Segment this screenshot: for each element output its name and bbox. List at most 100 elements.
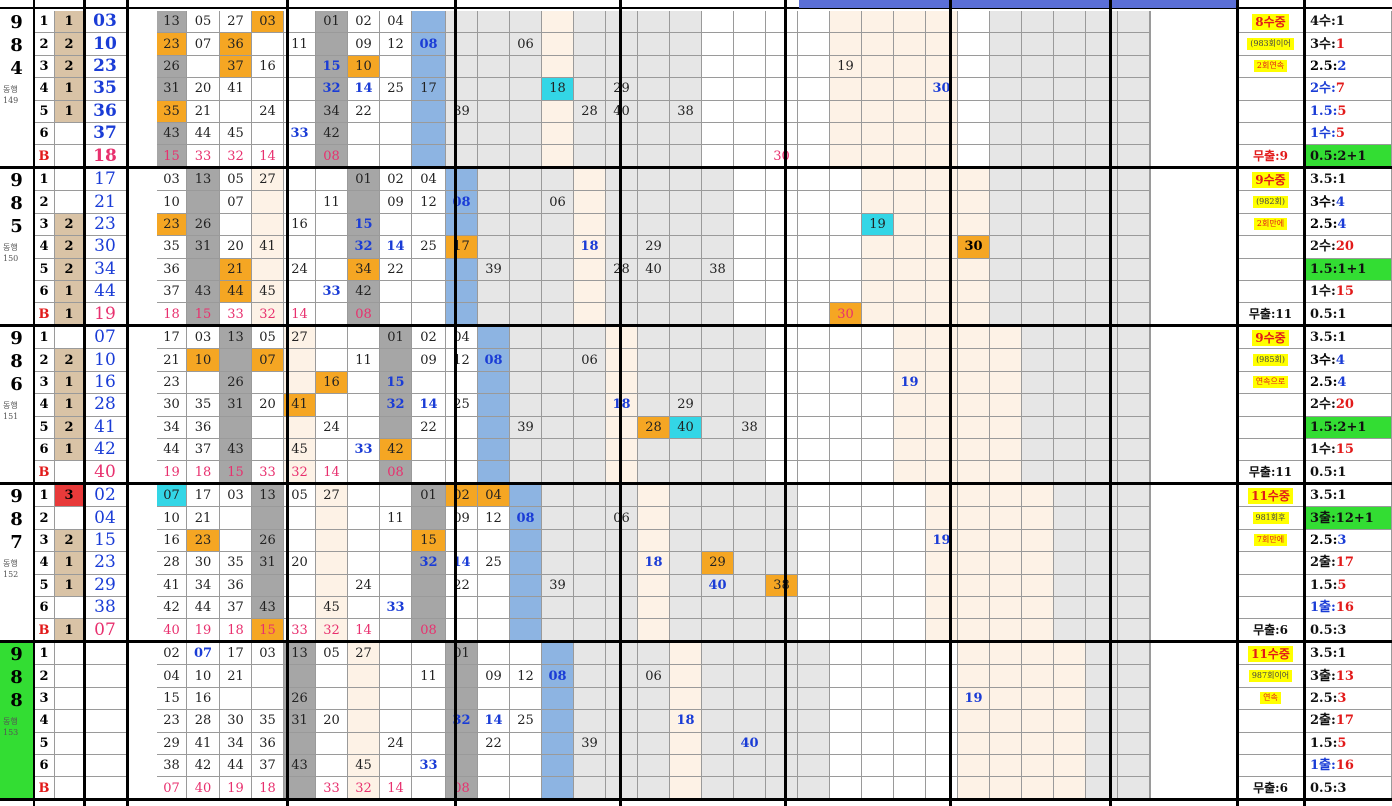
grid-cell <box>380 145 412 168</box>
number-cell: 12 <box>446 349 478 372</box>
grid-cell <box>348 597 380 620</box>
grid-cell <box>1118 643 1150 666</box>
number-cell: 32 <box>412 552 446 575</box>
grid-cell <box>830 529 862 553</box>
note-cell: 무출:11 <box>1238 461 1304 484</box>
winning-number: 29 <box>84 574 127 597</box>
grid-cell <box>1054 191 1086 214</box>
grid-cell <box>702 78 734 101</box>
grid-cell <box>1022 371 1054 395</box>
grid-cell <box>574 213 606 237</box>
number-cell: 43 <box>252 597 284 620</box>
number-cell: 17 <box>187 485 220 508</box>
grid-cell <box>958 552 990 575</box>
column-divider <box>1236 0 1239 806</box>
grid-cell <box>1022 191 1054 214</box>
winning-number: 19 <box>84 303 127 326</box>
grid-cell <box>734 349 766 372</box>
grid-cell <box>766 191 798 214</box>
grid-cell <box>510 258 542 281</box>
grid-cell <box>220 507 252 530</box>
stat-value: 16 <box>1335 758 1354 774</box>
grid-cell <box>798 732 830 755</box>
column-divider <box>1303 0 1306 806</box>
stat-cell: 2출: 17 <box>1306 552 1392 575</box>
grid-cell <box>1022 281 1054 304</box>
grid-cell <box>734 619 766 642</box>
grid-cell <box>958 100 990 123</box>
grid-cell <box>990 303 1022 326</box>
grid-cell <box>606 461 638 484</box>
grid-cell <box>1118 281 1150 304</box>
grid-cell <box>1150 191 1151 214</box>
grid-cell <box>574 281 606 304</box>
number-cell: 23 <box>157 710 187 733</box>
number-cell: 29 <box>702 552 734 575</box>
grid-cell <box>990 123 1022 146</box>
grid-cell <box>1118 33 1150 56</box>
grid-cell <box>670 732 702 755</box>
number-cell: 24 <box>316 416 348 439</box>
number-cell: 36 <box>220 574 252 597</box>
number-cell: 23 <box>157 33 187 56</box>
grid-cell <box>1150 169 1151 192</box>
number-cell: 33 <box>187 145 220 168</box>
winning-number: 21 <box>84 191 127 214</box>
grid-cell <box>734 123 766 146</box>
grid-cell <box>1022 643 1054 666</box>
grid-cell <box>766 597 798 620</box>
winning-number: 28 <box>84 394 127 417</box>
grid-cell <box>1086 281 1118 304</box>
grid-cell <box>862 327 894 350</box>
grid-cell <box>766 665 798 688</box>
grid-cell <box>316 327 348 350</box>
grid-cell <box>926 191 958 214</box>
note-cell: 9수중 <box>1238 327 1304 350</box>
grid-cell <box>574 55 606 79</box>
stat-cell: 3수: 4 <box>1306 191 1392 214</box>
grid-cell <box>1022 394 1054 417</box>
grid-cell <box>702 11 734 34</box>
stat-label: 2.5: <box>1310 216 1338 232</box>
grid-cell <box>830 123 862 146</box>
grid-cell <box>1022 687 1054 711</box>
grid-cell <box>1150 145 1151 168</box>
winning-number: 41 <box>84 416 127 439</box>
grid-cell <box>990 191 1022 214</box>
number-cell: 40 <box>670 416 702 439</box>
grid-cell <box>1118 394 1150 417</box>
grid-cell <box>478 78 510 101</box>
note-cell: 11수중 <box>1238 485 1304 508</box>
grid-cell <box>478 145 510 168</box>
grid-cell <box>702 416 734 439</box>
grid-cell <box>606 665 638 688</box>
grid-cell <box>798 710 830 733</box>
grid-cell <box>446 755 478 778</box>
grid-cell <box>830 439 862 462</box>
number-cell: 23 <box>187 529 220 553</box>
grid-cell <box>1086 303 1118 326</box>
grid-cell <box>926 258 958 281</box>
grid-cell <box>1150 394 1151 417</box>
grid-cell <box>446 732 478 755</box>
grid-cell <box>958 145 990 168</box>
grid-cell <box>894 777 926 800</box>
stat-label: 2.5: <box>1310 690 1338 706</box>
grid-cell <box>734 439 766 462</box>
grid-cell <box>380 687 412 711</box>
grid-cell <box>1150 574 1151 597</box>
grid-cell <box>958 439 990 462</box>
number-cell: 25 <box>446 394 478 417</box>
grid-cell <box>1022 145 1054 168</box>
grid-cell <box>1054 55 1086 79</box>
grid-cell <box>798 643 830 666</box>
draw-number-label: 9 8 8 동행 153 <box>0 643 34 801</box>
grid-cell <box>862 169 894 192</box>
count-cell: 1 <box>55 574 84 597</box>
grid-cell <box>990 78 1022 101</box>
grid-cell <box>1118 78 1150 101</box>
grid-cell <box>510 349 542 372</box>
grid-cell <box>412 303 446 326</box>
note-cell <box>1238 281 1304 304</box>
grid-cell <box>574 169 606 192</box>
